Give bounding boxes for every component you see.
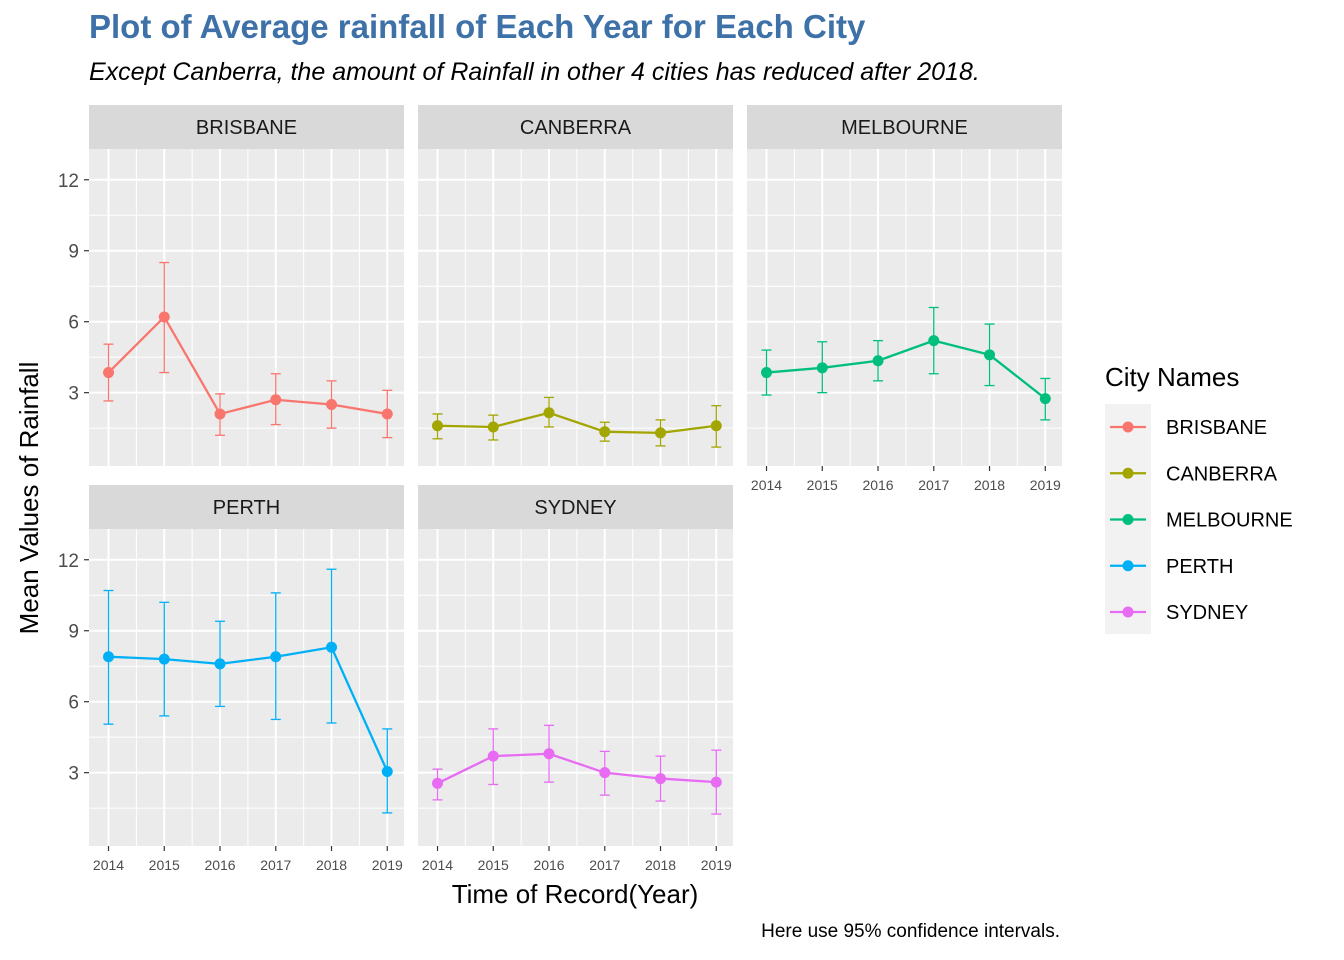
x-tick-label: 2018 (645, 857, 676, 873)
chart-subtitle: Except Canberra, the amount of Rainfall … (89, 58, 980, 86)
facet-label-perth: PERTH (213, 497, 280, 519)
legend-label-brisbane: BRISBANE (1166, 417, 1267, 439)
y-tick-label: 12 (58, 551, 79, 572)
data-point-perth-2018 (326, 641, 338, 653)
chart-caption: Here use 95% confidence intervals. (761, 921, 1060, 942)
facet-label-melbourne: MELBOURNE (841, 117, 968, 139)
legend-label-sydney: SYDNEY (1166, 602, 1248, 624)
facet-label-canberra: CANBERRA (520, 117, 632, 139)
x-tick-label: 2016 (533, 857, 564, 873)
legend-key-point-sydney (1122, 606, 1134, 618)
legend-label-melbourne: MELBOURNE (1166, 510, 1293, 532)
y-tick-label: 3 (68, 764, 79, 785)
data-point-melbourne-2018 (984, 349, 996, 361)
data-point-sydney-2019 (710, 776, 722, 788)
legend-key-point-canberra (1122, 467, 1134, 479)
x-tick-label: 2015 (149, 857, 180, 873)
y-tick-label: 9 (68, 622, 79, 643)
x-tick-label: 2015 (807, 477, 838, 493)
data-point-canberra-2015 (487, 421, 499, 433)
facet-strip-melbourne (747, 105, 1062, 149)
data-point-canberra-2019 (710, 420, 722, 432)
data-point-canberra-2016 (543, 407, 555, 419)
panel-bg-sydney (418, 529, 733, 846)
x-tick-label: 2016 (862, 477, 893, 493)
data-point-brisbane-2018 (326, 398, 338, 410)
series-line-sydney (437, 752, 717, 785)
data-point-sydney-2017 (599, 767, 611, 779)
data-point-melbourne-2019 (1039, 393, 1051, 405)
data-point-perth-2015 (158, 653, 170, 665)
x-tick-label: 2017 (260, 857, 291, 873)
chart-title: Plot of Average rainfall of Each Year fo… (89, 8, 866, 45)
x-tick-label: 2019 (372, 857, 403, 873)
data-point-sydney-2018 (655, 773, 667, 785)
facet-strip-canberra (418, 105, 733, 149)
panel-bg-perth (89, 529, 404, 846)
data-point-perth-2019 (381, 765, 393, 777)
x-tick-label: 2018 (974, 477, 1005, 493)
series-line-perth (108, 646, 389, 772)
legend-label-canberra: CANBERRA (1166, 463, 1278, 485)
y-tick-label: 6 (68, 693, 79, 714)
y-tick-label: 3 (68, 384, 79, 405)
y-axis-title: Mean Values of Rainfall (14, 362, 44, 635)
data-point-melbourne-2014 (761, 367, 773, 379)
panel-bg-brisbane (89, 149, 404, 466)
x-tick-label: 2018 (316, 857, 347, 873)
data-point-perth-2014 (103, 651, 115, 663)
x-tick-label: 2019 (1030, 477, 1061, 493)
x-tick-label: 2017 (589, 857, 620, 873)
x-tick-label: 2014 (93, 857, 124, 873)
data-point-canberra-2017 (599, 426, 611, 438)
legend-key-point-melbourne (1122, 514, 1134, 525)
data-point-sydney-2015 (487, 750, 499, 762)
legend-key-point-brisbane (1122, 421, 1134, 433)
panel-bg-canberra (418, 149, 733, 466)
x-tick-label: 2015 (478, 857, 509, 873)
facet-strip-sydney (418, 485, 733, 529)
legend-title: City Names (1105, 362, 1239, 392)
facet-strip-brisbane (89, 105, 404, 149)
legend-label-perth: PERTH (1166, 556, 1233, 578)
y-tick-label: 12 (58, 171, 79, 192)
data-point-perth-2017 (270, 651, 282, 663)
data-point-melbourne-2017 (928, 335, 940, 347)
x-tick-label: 2016 (204, 857, 235, 873)
series-line-melbourne (766, 339, 1046, 400)
x-tick-label: 2019 (701, 857, 732, 873)
panel-bg-melbourne (747, 149, 1062, 466)
series-line-canberra (437, 411, 717, 435)
x-axis-title: Time of Record(Year) (452, 879, 699, 909)
x-tick-label: 2014 (422, 857, 453, 873)
data-point-canberra-2014 (432, 420, 444, 432)
y-tick-label: 6 (68, 313, 79, 334)
facet-strip-perth (89, 485, 404, 529)
data-point-brisbane-2014 (103, 367, 115, 379)
data-point-melbourne-2015 (816, 362, 828, 374)
data-point-brisbane-2017 (270, 394, 282, 406)
y-tick-label: 9 (68, 242, 79, 263)
data-point-canberra-2018 (655, 427, 667, 439)
facet-label-sydney: SYDNEY (534, 497, 616, 519)
legend-key-point-perth (1122, 560, 1134, 572)
facet-label-brisbane: BRISBANE (196, 117, 297, 139)
data-point-sydney-2014 (432, 777, 444, 789)
data-point-perth-2016 (214, 658, 226, 670)
data-point-brisbane-2015 (158, 311, 170, 323)
x-tick-label: 2017 (918, 477, 949, 493)
data-point-melbourne-2016 (872, 355, 884, 367)
data-point-brisbane-2016 (214, 408, 226, 420)
series-line-brisbane (107, 315, 388, 416)
data-point-sydney-2016 (543, 748, 555, 760)
data-point-brisbane-2019 (381, 408, 393, 420)
x-tick-label: 2014 (751, 477, 782, 493)
